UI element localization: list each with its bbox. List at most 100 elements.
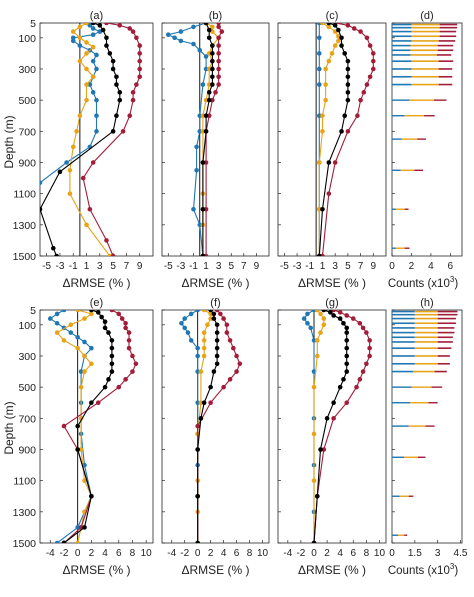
data-point-orange [326,58,332,64]
x-tick-label: 1 [203,261,209,272]
x-tick-label: 0 [75,548,81,559]
series-line-orange [318,23,339,256]
data-point-black [109,361,115,367]
bar-segment-orange [414,362,438,365]
data-point-black [201,400,207,406]
bar-segment-red [439,35,457,38]
data-point-black [208,310,213,313]
data-point-red [344,313,350,318]
plot-area [40,23,143,256]
data-point-black [89,310,94,313]
bar-segment-red [404,208,409,210]
x-tick-label: -4 [167,548,176,559]
data-point-orange [316,160,322,165]
data-point-blue [54,311,60,317]
bar-segment-red [425,425,435,427]
data-point-black [344,330,350,335]
x-axis-label-text: Counts (x10 [388,565,450,577]
data-point-red [361,90,367,95]
x-tick-label: 3 [97,261,103,272]
data-point-black [326,160,332,165]
data-point-black [97,23,103,28]
x-axis-label: ΔRMSE (% ) [181,276,249,290]
data-point-red [364,35,370,41]
data-point-black [211,316,217,321]
data-point-red [137,43,143,48]
bar-segment-red [438,83,453,86]
x-tick-label: 1 [320,261,326,272]
data-point-black [106,330,111,335]
data-point-red [216,35,221,41]
data-point-red [360,325,366,331]
data-point-black [200,160,206,165]
plot-area [165,23,225,256]
data-point-red [357,320,363,326]
data-point-black [100,27,106,33]
bar-segment-orange [414,336,438,339]
x-tick-label: -2 [296,548,305,559]
y-tick-label: 500 [18,382,36,394]
data-point-blue [195,369,200,374]
bar-segment-red [437,336,453,339]
data-point-red [344,400,350,406]
data-point-orange [68,322,74,328]
series-line-blue [166,23,207,256]
data-point-black [114,74,119,80]
x-tick-label: 3 [435,548,441,559]
data-point-red [345,129,351,134]
data-point-black [203,23,209,26]
x-tick-label: 3 [332,261,338,272]
data-point-orange [201,338,207,343]
data-point-blue [178,38,184,44]
data-point-blue [77,43,83,48]
data-point-black [341,320,346,326]
data-point-red [80,175,86,181]
data-point-red [227,377,233,382]
data-point-black [117,97,123,103]
x-axis-label-close: ) [454,565,458,577]
data-point-red [364,330,369,335]
data-point-orange [314,310,320,313]
bar-segment-orange [411,75,439,78]
data-point-orange [78,384,84,390]
data-point-red [87,206,93,212]
data-point-red [216,51,221,56]
data-point-blue [195,353,200,359]
y-tick-label: 900 [18,157,36,169]
data-point-black [75,447,80,452]
series-line-black [318,23,349,256]
bar-segment-red [437,331,455,334]
data-point-black [344,338,350,343]
data-point-blue [301,316,307,321]
data-point-black [341,377,346,382]
data-point-red [133,361,139,367]
x-tick-label: 9 [137,261,143,272]
bar-segment-red [417,456,426,458]
data-point-red [216,23,221,26]
data-point-orange [208,316,213,321]
data-point-black [206,97,212,103]
data-point-orange [323,97,328,103]
data-point-black [344,361,350,367]
data-point-black [345,82,351,87]
bar-segment-orange [410,54,437,56]
series-line-red [313,310,371,543]
plot-area [301,310,372,543]
data-point-blue [40,180,43,186]
data-point-red [216,74,221,80]
data-point-red [104,238,109,243]
data-point-black [117,90,123,95]
bar-segment-orange [411,35,440,38]
data-point-blue [94,66,99,72]
axes-box [161,309,270,544]
data-point-red [326,191,332,196]
data-point-orange [206,82,212,87]
data-point-red [221,384,226,390]
data-point-blue [47,316,53,321]
data-point-black [109,345,115,351]
bar-segment-blue [392,341,415,343]
data-point-red [137,58,143,64]
data-point-orange [201,353,207,359]
x-tick-label: 0 [195,548,201,559]
data-point-blue [194,167,199,173]
